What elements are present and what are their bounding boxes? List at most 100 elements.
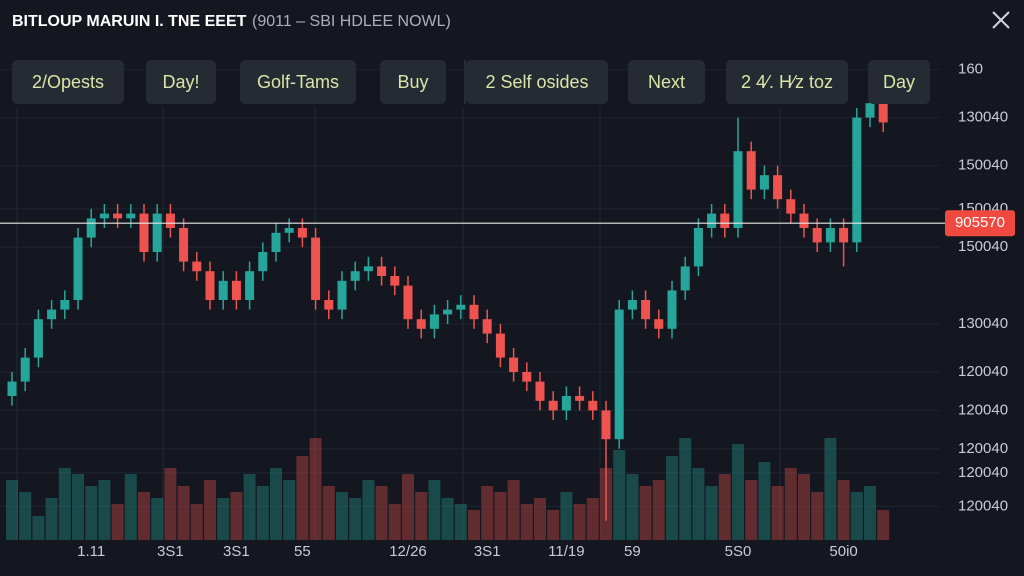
x-tick-label: 5S0 xyxy=(725,543,752,560)
candle-body xyxy=(535,381,545,401)
title: BITLOUP MARUIN I. TNE EEET xyxy=(12,13,247,30)
volume-bar xyxy=(441,498,454,540)
volume-bar xyxy=(362,480,375,540)
volume-bar xyxy=(771,486,784,540)
candle-body xyxy=(139,213,149,252)
volume-bar xyxy=(652,480,665,540)
candle-body xyxy=(152,213,162,252)
volume-bar xyxy=(428,480,441,540)
candle-body xyxy=(522,372,532,382)
volume-bar xyxy=(204,480,216,540)
candle-body xyxy=(548,400,558,411)
volume-bar xyxy=(613,450,626,540)
candle-body xyxy=(482,319,492,334)
candle-body xyxy=(231,280,241,300)
candle-body xyxy=(812,228,822,243)
volume-bar xyxy=(6,480,18,540)
volume-bar xyxy=(375,486,388,540)
candle-body xyxy=(377,266,387,276)
volume-bar xyxy=(58,468,71,540)
volume-bar xyxy=(98,480,111,540)
volume-bar xyxy=(507,480,520,540)
volume-bar xyxy=(45,498,58,540)
candle-body xyxy=(759,175,769,190)
price-tag xyxy=(945,210,1015,237)
x-tick-label: 3S1 xyxy=(157,543,184,560)
candle-body xyxy=(852,117,862,243)
candle-body xyxy=(733,151,743,228)
volume-bar xyxy=(560,492,573,540)
volume-bar xyxy=(138,492,150,540)
candle-body xyxy=(575,396,585,401)
volume-bar xyxy=(322,486,335,540)
candle-body xyxy=(363,266,373,272)
y-tick-label: 150040 xyxy=(958,238,1008,255)
x-tick-label: 1.11 xyxy=(77,543,105,560)
toolbar-button[interactable]: 2 4⁄. H⁄z toz xyxy=(726,60,848,104)
candle-body xyxy=(60,300,70,310)
candle-body xyxy=(786,199,796,214)
candle-body xyxy=(192,261,202,272)
volume-bar xyxy=(758,462,771,540)
toolbar-button[interactable]: 2 Self osides xyxy=(466,60,608,104)
x-tick-label: 3S1 xyxy=(474,543,501,560)
volume-bar xyxy=(336,492,348,540)
candle-body xyxy=(495,333,505,358)
volume-bar xyxy=(388,504,401,540)
candle-body xyxy=(126,213,136,219)
candle-body xyxy=(205,271,215,300)
candle-body xyxy=(245,271,255,300)
volume-bar xyxy=(547,510,560,540)
candle-body xyxy=(865,103,875,118)
volume-bar xyxy=(124,474,137,540)
volume-bar xyxy=(190,504,203,540)
volume-bar xyxy=(718,474,731,540)
volume-bar xyxy=(639,486,652,540)
candle-body xyxy=(390,276,400,286)
candle-body xyxy=(839,228,849,243)
candle-body xyxy=(99,213,109,219)
candle-body xyxy=(218,280,228,300)
candle-body xyxy=(33,319,43,358)
volume-bar xyxy=(19,492,32,540)
toolbar-button[interactable]: Buy xyxy=(380,60,446,104)
candle-body xyxy=(7,381,17,396)
toolbar-button[interactable]: Day xyxy=(868,60,930,104)
volume-bar xyxy=(705,486,718,540)
candle-body xyxy=(416,319,426,329)
candle-body xyxy=(799,213,809,228)
y-tick-label: 130040 xyxy=(958,109,1008,126)
toolbar-button[interactable]: Next xyxy=(628,60,705,104)
candle-body xyxy=(641,300,651,320)
candle-body xyxy=(561,396,571,411)
volume-bar xyxy=(850,492,863,540)
candle-body xyxy=(403,285,413,320)
volume-bar xyxy=(481,486,494,540)
volume-bar xyxy=(349,498,362,540)
volume-bar xyxy=(666,456,678,540)
toolbar-button[interactable]: Day! xyxy=(146,60,216,104)
volume-bar xyxy=(837,480,850,540)
volume-bar xyxy=(494,492,507,540)
candle-body xyxy=(456,304,466,310)
volume-bar xyxy=(468,510,480,540)
candle-body xyxy=(825,228,835,243)
candle-body xyxy=(667,290,677,329)
volume-bar xyxy=(626,474,639,540)
candle-body xyxy=(165,213,175,228)
volume-bar xyxy=(732,444,744,540)
volume-bar xyxy=(573,504,586,540)
toolbar-button[interactable]: 2/Opests xyxy=(12,60,124,104)
candle-body xyxy=(693,228,703,267)
volume-bar xyxy=(164,468,177,540)
candle-body xyxy=(588,400,598,411)
candle-body xyxy=(350,271,360,281)
y-tick-label: 130040 xyxy=(958,315,1008,332)
candle-body xyxy=(746,151,756,190)
volume-bar xyxy=(270,468,282,540)
volume-bar xyxy=(520,504,533,540)
close-button[interactable] xyxy=(992,11,1010,29)
volume-bar xyxy=(745,480,758,540)
toolbar-button[interactable]: Golf-Tams xyxy=(240,60,356,104)
volume-bar xyxy=(230,492,243,540)
